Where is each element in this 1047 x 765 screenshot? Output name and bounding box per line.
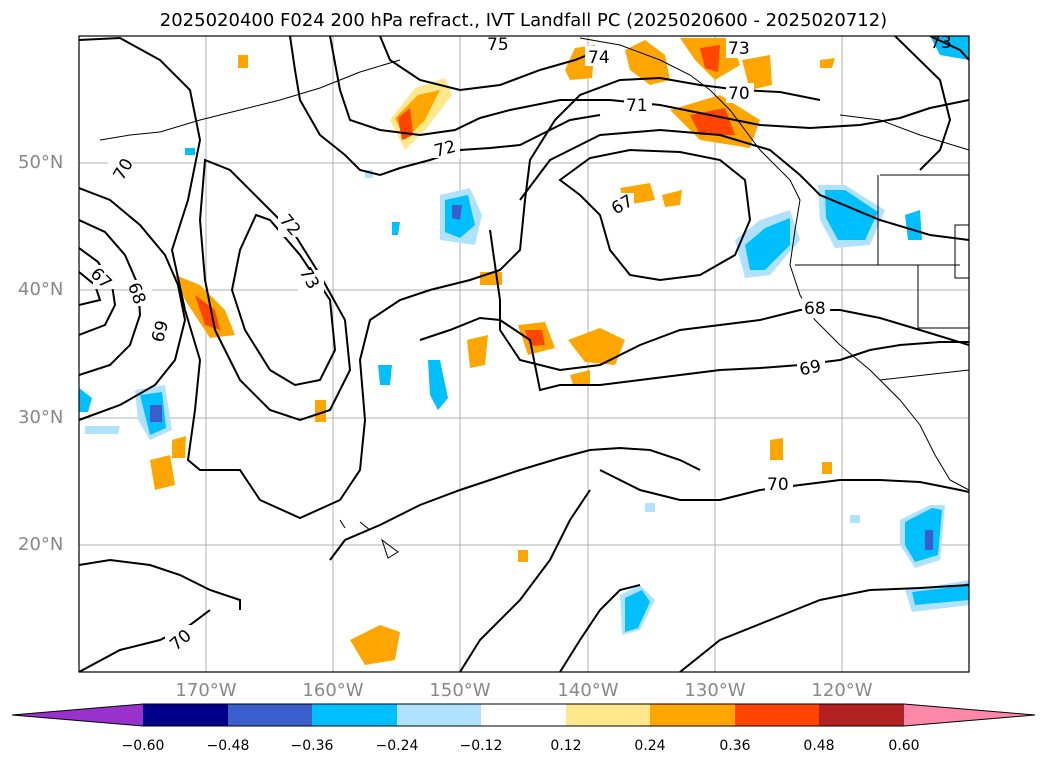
colorbar-tick-label: 0.12: [550, 738, 582, 754]
lon-label: 130°W: [684, 680, 746, 701]
lat-label: 30°N: [18, 407, 64, 428]
colorbar-segment: [819, 704, 904, 726]
contour-label: 71: [626, 96, 648, 116]
plot-frame: [78, 35, 970, 673]
colorbar-tick-label: 0.36: [719, 738, 751, 754]
lon-label: 160°W: [302, 680, 364, 701]
colorbar-segment: [566, 704, 650, 726]
colorbar-segment: [143, 704, 228, 726]
lon-label: 140°W: [557, 680, 619, 701]
contour-label: 75: [487, 35, 509, 55]
colorbar-tick-label: −0.60: [121, 738, 165, 754]
colorbar-tick-label: −0.24: [375, 738, 419, 754]
colorbar-tick-label: −0.48: [206, 738, 250, 754]
colorbar-segment: [312, 704, 397, 726]
colorbar-segment: [735, 704, 819, 726]
colorbar-segment: [650, 704, 735, 726]
contour-label: 73: [930, 33, 952, 53]
contour-label: 70: [767, 475, 789, 495]
lat-label: 20°N: [18, 534, 64, 555]
lon-label: 170°W: [175, 680, 237, 701]
contour-label: 73: [728, 39, 750, 59]
contour-label: 69: [798, 356, 823, 380]
colorbar-tick-label: 0.60: [888, 738, 920, 754]
colorbar-tick-label: −0.36: [290, 738, 334, 754]
colorbar-under-arrow: [12, 704, 143, 726]
colorbar-over-arrow: [904, 704, 1035, 726]
colorbar-segment: [228, 704, 312, 726]
contour-label: 74: [588, 48, 610, 68]
lat-label: 40°N: [18, 279, 64, 300]
contour-label: 68: [804, 299, 826, 319]
colorbar-tick-label: −0.12: [459, 738, 503, 754]
colorbar: [11, 703, 1036, 727]
refractivity-contours: [79, 36, 969, 672]
contour-label: 70: [728, 84, 750, 104]
map-title: 2025020400 F024 200 hPa refract., IVT La…: [159, 10, 888, 31]
plot-area: [79, 36, 969, 672]
colorbar-tick-label: 0.24: [634, 738, 666, 754]
colorbar-segment: [397, 704, 481, 726]
colorbar-tick-label: 0.48: [803, 738, 835, 754]
colorbar-segment: [481, 704, 566, 726]
lat-label: 50°N: [18, 152, 64, 173]
lon-label: 120°W: [811, 680, 873, 701]
lon-label: 150°W: [429, 680, 491, 701]
